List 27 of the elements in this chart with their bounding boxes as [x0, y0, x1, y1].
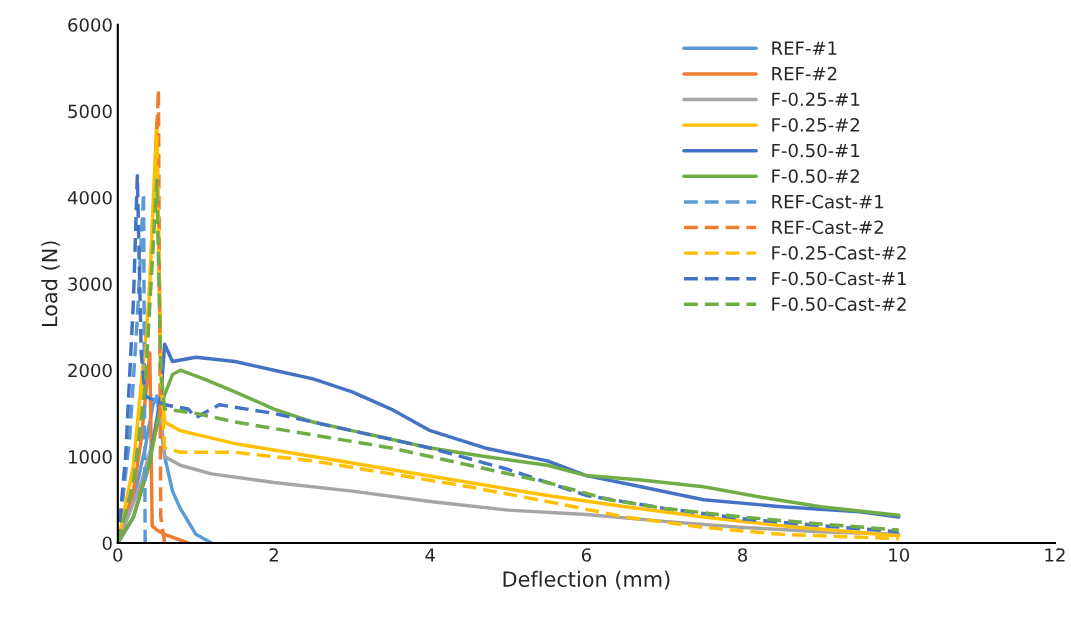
y-tick-label: 4000 [67, 190, 112, 205]
x-tick-label: 6 [581, 548, 591, 562]
legend-label: REF-#2 [772, 66, 837, 81]
legend-label: F-0.50-Cast-#2 [772, 297, 906, 311]
legend-label: REF-Cast-#2 [772, 220, 883, 235]
y-tick-label: 6000 [68, 18, 112, 32]
legend-label: REF-Cast-#1 [772, 194, 884, 209]
y-tick-label: 3000 [68, 277, 112, 291]
legend-label: F-0.50-#2 [772, 169, 860, 183]
legend-label: F-0.25-Cast-#2 [772, 246, 906, 260]
x-tick-label: 10 [889, 548, 910, 562]
x-tick-label: 4 [425, 548, 435, 562]
y-tick-label: 5000 [68, 104, 112, 119]
y-tick-label: 2000 [68, 363, 112, 378]
legend-label: F-0.50-#1 [772, 143, 860, 158]
y-axis-title: Load (N) [41, 241, 60, 326]
y-tick-label: 0 [102, 536, 112, 551]
x-tick-label: 8 [738, 548, 748, 562]
x-axis-title: Deflection (mm) [503, 570, 670, 590]
x-tick-label: 12 [1045, 548, 1065, 562]
legend-label: F-0.25-#2 [772, 118, 860, 132]
legend-label: F-0.25-#1 [772, 92, 860, 107]
x-tick-label: 2 [269, 548, 278, 562]
y-tick-label: 1000 [68, 450, 112, 464]
x-tick-label: 0 [113, 548, 123, 562]
legend-label: REF-#1 [772, 41, 837, 55]
legend-label: F-0.50-Cast-#1 [772, 271, 906, 286]
